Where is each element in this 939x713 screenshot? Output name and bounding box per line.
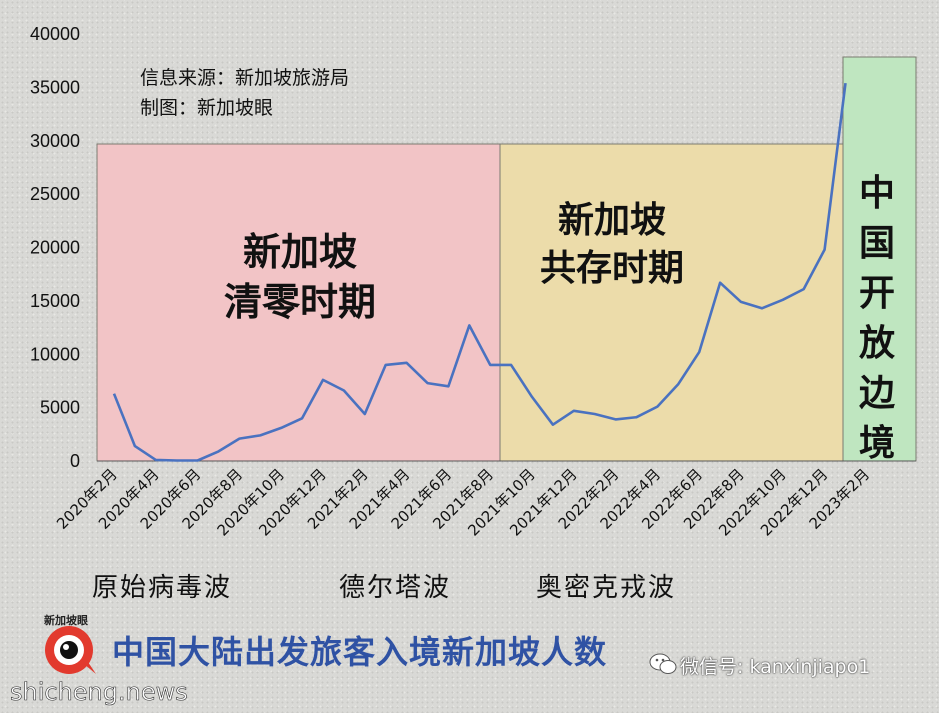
y-tick-label: 0 <box>70 451 80 471</box>
watermark: shicheng.news <box>10 678 188 707</box>
band-label-coexist: 新加坡 <box>558 200 666 241</box>
y-tick-label: 40000 <box>30 24 80 44</box>
logo-icon <box>45 626 96 674</box>
y-tick-label: 30000 <box>30 131 80 151</box>
y-tick-label: 10000 <box>30 344 80 364</box>
wave-original: 原始病毒波 <box>92 573 232 603</box>
series-line-path <box>112 82 847 462</box>
band-label-coexist: 共存时期 <box>540 248 684 289</box>
band-label-border-open: 中 <box>859 173 895 214</box>
y-tick-label: 25000 <box>30 184 80 204</box>
band-label-zero-covid: 清零时期 <box>224 280 376 324</box>
footer-title: 中国大陆出发旅客入境新加坡人数 <box>112 633 608 671</box>
band-1 <box>499 143 844 462</box>
y-tick-label: 15000 <box>30 291 80 311</box>
band-label-zero-covid: 新加坡 <box>243 230 357 274</box>
wave-omicron: 奥密克戎波 <box>536 573 676 603</box>
series-line <box>112 82 847 462</box>
band-0 <box>96 143 501 462</box>
period-bands <box>96 56 917 462</box>
credit-label: 制图：新加坡眼 <box>140 97 273 119</box>
band-label-border-open: 境 <box>859 423 895 464</box>
x-tick-labels: 2020年2月2020年4月2020年6月2020年8月2020年10月2020… <box>53 465 873 539</box>
band-label-border-open: 开 <box>859 273 895 314</box>
source-label: 信息来源：新加坡旅游局 <box>140 67 349 89</box>
wechat-id: 微信号: kanxinjiapo1 <box>680 656 871 678</box>
wave-delta: 德尔塔波 <box>339 573 451 603</box>
y-tick-labels: 0 5000 10000 15000 20000 25000 30000 35000 40000 <box>30 24 80 471</box>
wechat-icon <box>649 653 677 674</box>
y-tick-label: 35000 <box>30 77 80 97</box>
wave-labels: 原始病毒波 德尔塔波 奥密克戎波 <box>92 573 676 603</box>
logo-text: 新加坡眼 <box>44 614 88 627</box>
y-tick-label: 5000 <box>40 398 80 418</box>
band-label-border-open: 边 <box>859 373 895 414</box>
band-2 <box>842 56 917 462</box>
y-tick-label: 20000 <box>30 238 80 258</box>
band-label-border-open: 国 <box>859 223 895 264</box>
band-label-border-open: 放 <box>859 323 895 364</box>
